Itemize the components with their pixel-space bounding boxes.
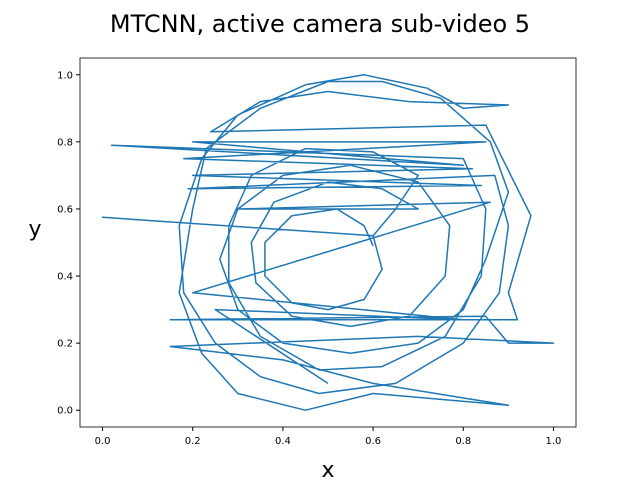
y-tick-label: 1.0 bbox=[57, 70, 73, 81]
data-line bbox=[101, 74, 555, 411]
x-tick-label: 0.0 bbox=[95, 436, 111, 447]
y-tick-label: 0.8 bbox=[57, 137, 73, 148]
x-tick-label: 1.0 bbox=[546, 436, 562, 447]
x-tick-label: 0.2 bbox=[185, 436, 201, 447]
chart-title: MTCNN, active camera sub-video 5 bbox=[110, 10, 530, 38]
plot-frame bbox=[79, 57, 577, 428]
x-tick-label: 0.4 bbox=[275, 436, 291, 447]
x-tick-label: 0.8 bbox=[455, 436, 471, 447]
x-tick-label: 0.6 bbox=[365, 436, 381, 447]
y-tick-label: 0.6 bbox=[57, 204, 73, 215]
x-axis-label: x bbox=[321, 458, 334, 480]
y-tick-label: 0.2 bbox=[57, 339, 73, 350]
y-tick-label: 0.0 bbox=[57, 406, 73, 417]
y-axis-label: y bbox=[28, 217, 41, 242]
y-tick-label: 0.4 bbox=[57, 272, 73, 283]
